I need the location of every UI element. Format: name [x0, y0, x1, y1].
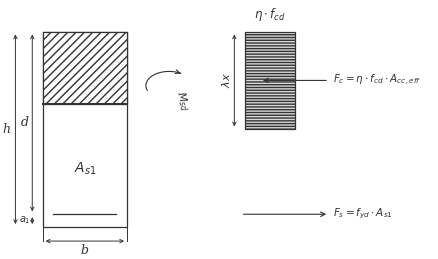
- Text: $M_{sd}$: $M_{sd}$: [173, 90, 191, 113]
- Text: $a_1$: $a_1$: [19, 215, 30, 226]
- Text: $F_c = \eta \cdot f_{cd} \cdot A_{cc,eff}$: $F_c = \eta \cdot f_{cd} \cdot A_{cc,eff…: [332, 73, 420, 88]
- Bar: [244, 32, 295, 129]
- Text: h: h: [2, 123, 10, 136]
- Text: $A_{s1}$: $A_{s1}$: [74, 160, 96, 177]
- Text: d: d: [21, 116, 28, 130]
- Bar: [42, 32, 127, 104]
- Text: b: b: [81, 243, 88, 257]
- Text: $F_s = f_{yd} \cdot A_{s1}$: $F_s = f_{yd} \cdot A_{s1}$: [332, 207, 392, 221]
- Text: $\lambda x$: $\lambda x$: [219, 73, 231, 88]
- Bar: [42, 32, 127, 227]
- Text: $\eta \cdot f_{cd}$: $\eta \cdot f_{cd}$: [254, 6, 285, 23]
